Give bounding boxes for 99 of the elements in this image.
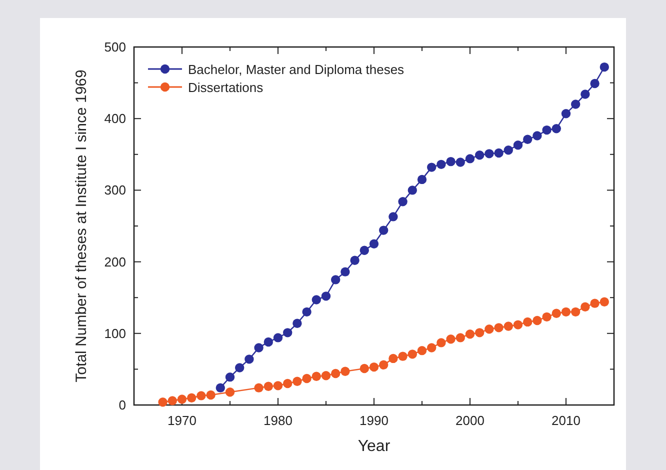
point [388,354,398,364]
point [600,62,609,72]
point [494,148,504,158]
point [360,364,369,374]
point [158,398,168,407]
point [523,134,532,144]
point [532,131,542,140]
point [206,390,216,400]
point [235,363,244,372]
point [225,372,235,382]
point [388,212,398,222]
point [196,391,206,400]
point [312,372,321,381]
point [571,307,580,317]
point [360,246,369,255]
point [436,338,446,348]
point [331,275,340,284]
point [225,388,235,397]
point [552,124,561,134]
point [350,256,360,265]
y-tick-label: 400 [104,111,126,126]
point [264,337,273,347]
point [446,334,456,344]
point [340,267,350,276]
point [532,316,542,326]
point [273,381,283,390]
point [590,298,600,308]
point [561,307,571,317]
point [484,149,494,158]
point [523,317,532,327]
y-axis-title: Total Number of theses at Institute I since 1969 [73,70,90,382]
point [475,150,484,160]
point [292,376,302,386]
x-tick-label: 1970 [168,413,196,428]
y-tick-label: 100 [104,326,126,341]
x-axis-title: Year [358,438,391,455]
legend-label: Bachelor, Master and Diploma theses [188,62,405,77]
y-tick-label: 200 [104,254,126,270]
point [561,108,571,118]
point [504,322,513,331]
point [168,396,177,406]
point [552,308,561,318]
point [571,100,580,109]
point [379,360,388,370]
point [590,78,600,88]
point [427,343,436,352]
point [446,156,456,166]
point [254,383,264,392]
x-tick-label: 2010 [552,413,580,428]
legend-label: Dissertations [188,80,264,95]
point [398,352,408,361]
point [312,295,321,304]
point [398,197,408,206]
point [436,160,446,170]
point [187,393,196,402]
point [302,374,312,384]
x-tick-label: 1990 [360,413,388,428]
point [244,354,254,364]
point [542,125,552,135]
point [513,320,523,330]
point [465,154,475,164]
point [456,333,465,342]
point [580,90,590,99]
y-tick-label: 0 [118,398,126,412]
point [283,378,292,388]
point [292,318,302,328]
point [484,324,494,334]
point [504,146,513,155]
point [456,158,465,167]
point [513,140,523,150]
point [321,371,331,380]
point [417,174,427,184]
point [427,162,436,172]
point [369,362,379,372]
x-tick-label: 1980 [264,413,292,428]
point [408,350,417,359]
point [417,346,427,356]
point [600,297,609,306]
point [369,239,379,248]
point [580,302,590,312]
point [254,343,264,352]
y-tick-label: 500 [104,40,126,54]
point [216,383,225,392]
point [283,328,292,338]
point [177,394,187,404]
point [302,307,312,317]
point [273,333,283,342]
point [494,323,504,332]
point [321,292,331,301]
x-tick-label: 2000 [456,413,484,428]
point [331,368,340,378]
point [542,312,552,322]
point [264,382,273,391]
point [379,226,388,235]
y-tick-label: 300 [104,182,126,198]
point [475,328,484,338]
point [408,186,417,195]
point [340,366,350,376]
point [465,330,475,339]
